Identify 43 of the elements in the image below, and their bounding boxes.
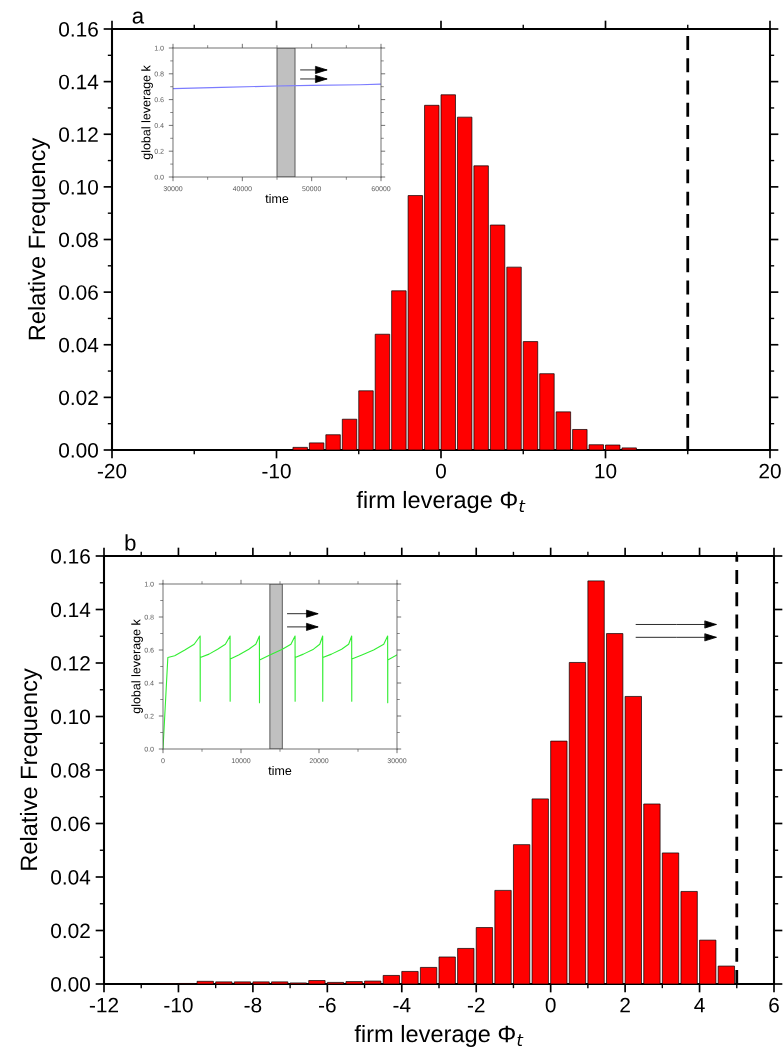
y-axis-title: global leverage k [131,619,143,714]
x-tick-label: -10 [262,463,291,479]
y-tick-label: 0.06 [59,285,98,300]
x-axis-title: firm leverage Φ$_{t}$ [354,1024,524,1047]
x-tick-label: -2 [467,997,485,1013]
y-tick-label: 0.08 [51,763,90,778]
y-tick-label: 0.00 [59,443,98,458]
y-tick-label: 0.12 [59,127,98,142]
x-tick-label: -4 [393,997,411,1013]
x-tick-label: -12 [89,997,119,1013]
y-tick-label: 0.06 [51,816,90,832]
x-tick-label: 2 [620,997,630,1013]
x-axis-title: time [268,765,292,776]
chart-title: a [132,11,145,24]
y-tick-label: 0.12 [51,656,90,671]
x-tick-label: 6 [769,997,779,1013]
y-axis-title: global leverage k [141,65,153,160]
x-tick-label: -8 [244,997,262,1013]
x-tick-label: 20 [759,463,781,479]
y-tick-label: 0.16 [59,22,98,37]
chart-title: b [125,534,136,551]
x-tick-label: 10 [595,463,617,479]
y-tick-label: 0.02 [51,923,90,939]
x-axis-title: firm leverage Φ$_{t}$ [356,490,526,513]
y-tick-label: 0.14 [59,74,99,90]
x-tick-label: 4 [694,997,705,1013]
y-axis-title: Relative Frequency [27,137,50,340]
x-tick-label: -10 [164,997,193,1013]
y-tick-label: 0.10 [59,179,98,195]
y-tick-label: 0.10 [51,709,90,725]
y-tick-label: 0.16 [51,549,90,564]
y-tick-label: 0.14 [51,602,91,618]
x-tick-label: 0 [436,463,446,479]
y-tick-label: 0.04 [59,337,99,353]
x-tick-label: 0 [545,997,556,1013]
x-tick-label: -20 [97,463,127,479]
x-tick-label: -6 [319,997,336,1013]
y-tick-label: 0.08 [59,232,98,248]
y-tick-label: 0.02 [59,390,98,406]
y-axis-title: Relative Frequency [19,668,42,870]
y-tick-label: 0.04 [51,870,91,885]
y-tick-label: 0.00 [51,977,90,992]
x-axis-title: time [265,193,289,204]
